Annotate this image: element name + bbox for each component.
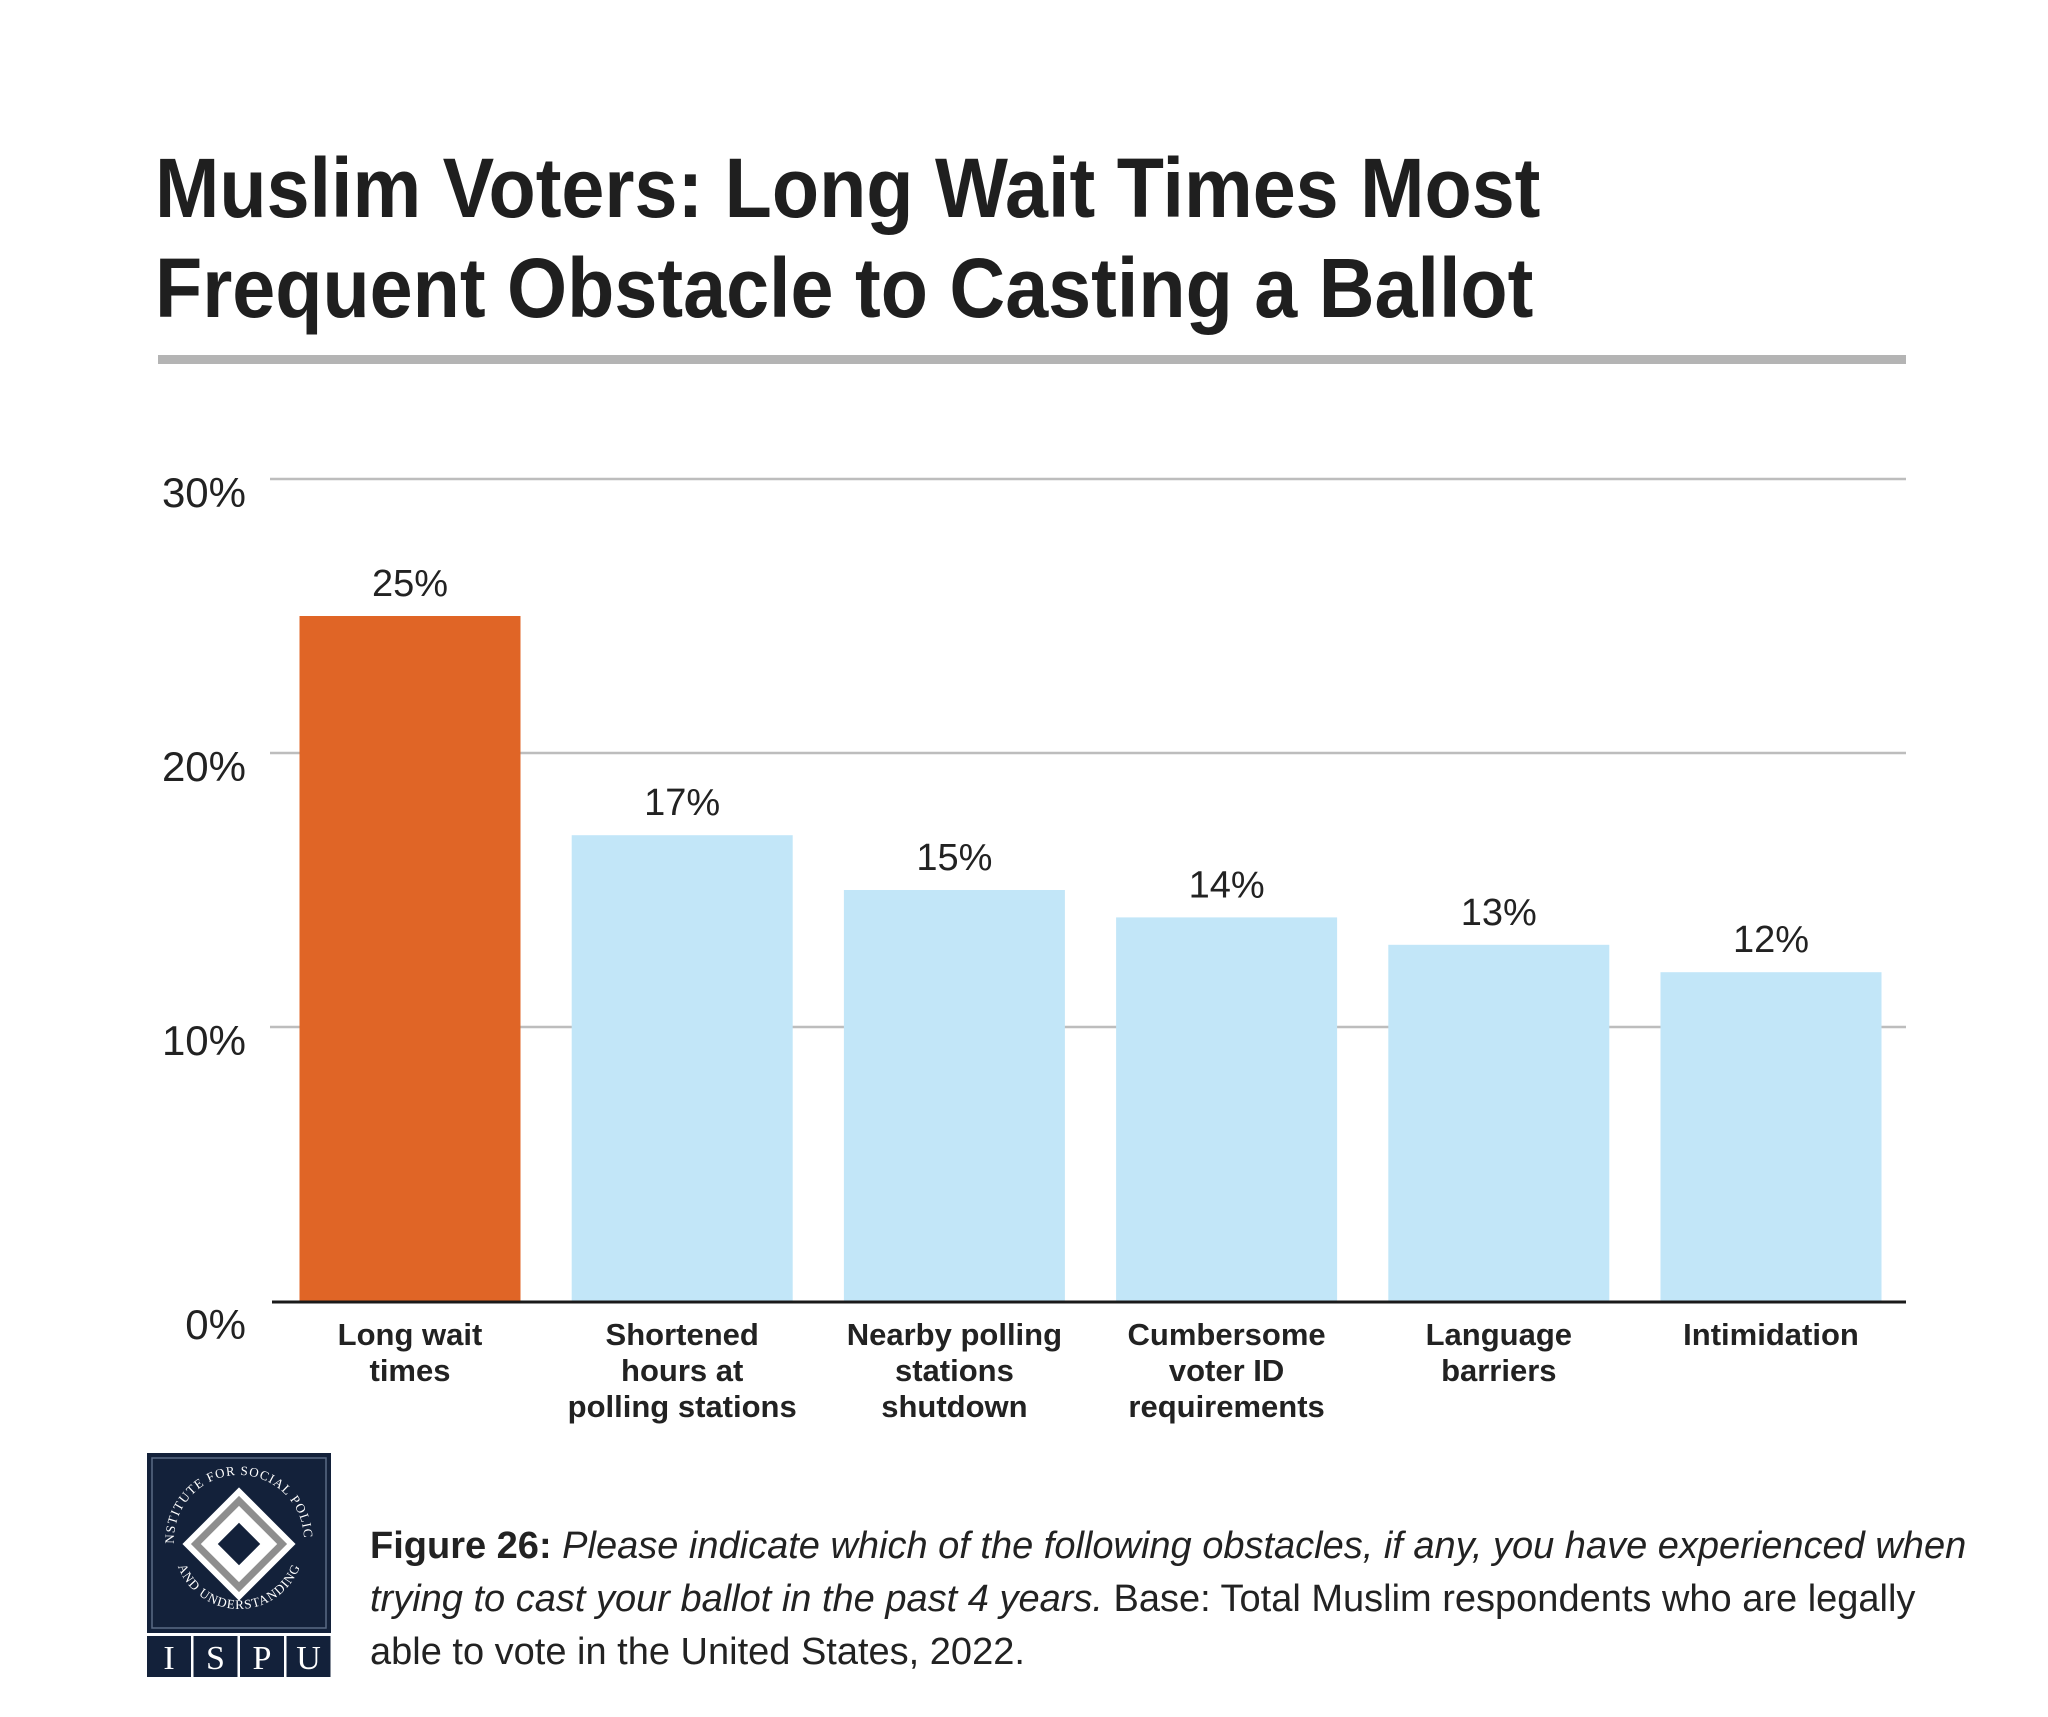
bar-6 xyxy=(1660,972,1882,1301)
bar-1 xyxy=(299,616,521,1301)
gridlines xyxy=(270,477,1906,1029)
chart-title-line-1: Muslim Voters: Long Wait Times Most xyxy=(155,141,1541,235)
chart-title-line-2: Frequent Obstacle to Casting a Ballot xyxy=(155,241,1534,335)
y-tick-label: 20% xyxy=(162,743,246,790)
y-tick-label: 10% xyxy=(162,1017,246,1064)
y-tick-label: 0% xyxy=(185,1301,246,1348)
bar-3 xyxy=(843,890,1065,1301)
logo-letter-box xyxy=(240,1636,284,1677)
logo-letter: S xyxy=(206,1640,225,1677)
data-label: 13% xyxy=(1461,892,1537,934)
survey-base: Base: Total Muslim respondents who are l… xyxy=(370,1578,1916,1673)
bars xyxy=(299,616,1882,1301)
figure-label: Figure 26: xyxy=(370,1525,552,1567)
data-label: 15% xyxy=(916,837,992,879)
data-label: 17% xyxy=(644,782,720,824)
logo-letter: I xyxy=(163,1640,174,1677)
logo-letter-box xyxy=(286,1636,331,1677)
x-tick-label: Language barriers xyxy=(1426,1317,1572,1388)
bar-5 xyxy=(1388,944,1610,1301)
x-tick-label: Intimidation xyxy=(1683,1317,1859,1352)
data-labels: 25% 17% 15% 14% 13% 12% xyxy=(372,563,1809,961)
data-label: 12% xyxy=(1733,919,1809,961)
survey-question: Please indicate which of the following o… xyxy=(370,1525,1967,1620)
bar-4 xyxy=(1116,917,1338,1301)
logo-letter-box xyxy=(193,1636,238,1677)
ispu-logo-mark: INSTITUTE FOR SOCIAL POLICY AND UNDERSTA… xyxy=(141,1440,331,1677)
bar-2 xyxy=(571,835,793,1301)
x-tick-label: Shortened hours at polling stations xyxy=(568,1317,797,1424)
data-label: 14% xyxy=(1189,864,1265,906)
data-label: 25% xyxy=(372,563,448,605)
title-divider xyxy=(158,355,1906,364)
x-axis-category-labels: Long wait times Shortened hours at polling s… xyxy=(338,1317,1859,1424)
logo-letter-box xyxy=(147,1636,191,1677)
x-tick-label: Nearby polling stations shutdown xyxy=(847,1317,1062,1424)
bar-chart: 0% 10% 20% 30% 25% 17% 15% 14% 13% 12% Long wait… xyxy=(162,469,1906,1424)
logo-letter: P xyxy=(253,1640,272,1677)
y-axis-tick-labels: 0% 10% 20% 30% xyxy=(162,469,246,1348)
x-tick-label: Long wait times xyxy=(338,1317,483,1388)
logo-emblem-border xyxy=(151,1457,327,1629)
x-tick-label: Cumbersome voter ID requirements xyxy=(1128,1317,1326,1424)
logo-letter: U xyxy=(296,1640,321,1677)
ispu-logo: INSTITUTE FOR SOCIAL POLICY AND UNDERSTA… xyxy=(141,1440,332,1678)
chart-title: Muslim Voters: Long Wait Times Most Freq… xyxy=(155,138,1765,338)
y-tick-label: 30% xyxy=(162,469,246,516)
figure-caption: Figure 26: Please indicate which of the … xyxy=(370,1520,1990,1679)
